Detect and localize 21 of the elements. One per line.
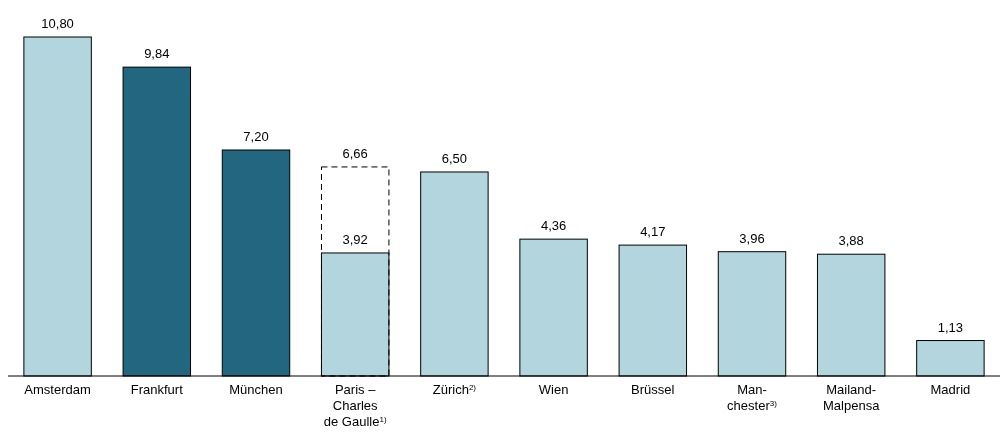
x-tick-label: Madrid [930, 382, 971, 397]
x-tick-label: Paris – Charles de Gaulle$^{1)}$ [323, 382, 387, 429]
data-label: 10,80 [41, 16, 74, 31]
data-label: 3,88 [838, 233, 864, 249]
x-tick-label: München [229, 382, 283, 397]
data-label: 4,36 [540, 218, 567, 234]
x-tick-label: Wien [538, 382, 569, 397]
x-tick-label: Brüssel [631, 382, 675, 397]
x-tick-label: Zürich$^{2)}$ [432, 382, 477, 397]
x-tick-label: Man- chester$^{3)}$ [727, 382, 778, 413]
x-tick-label: Mailand- Malpensa [823, 382, 881, 413]
x-tick-label: Amsterdam [24, 382, 91, 397]
data-label: 6,66 [342, 145, 368, 161]
data-label: 9,84 [144, 46, 170, 62]
data-label: 7,20 [243, 129, 269, 144]
data-label: 6,50 [441, 150, 468, 166]
data-label: 3,92 [342, 231, 368, 247]
data-label: 4,17 [640, 224, 666, 240]
x-tick-label: Frankfurt [130, 382, 184, 397]
data-label: 3,96 [739, 230, 765, 246]
data-label: 1,13 [937, 319, 964, 335]
